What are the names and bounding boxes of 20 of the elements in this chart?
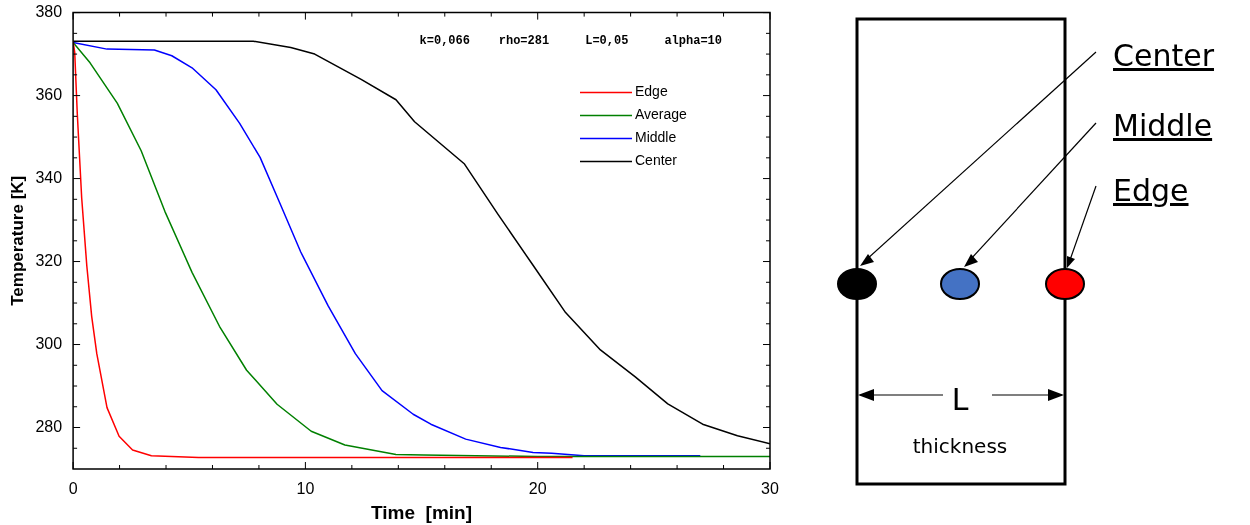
- x-tick-label: 20: [528, 480, 547, 498]
- y-axis-title: Temperature [K]: [7, 175, 27, 306]
- annotation: k=0,066 rho=281 L=0,05 alpha=10: [419, 33, 722, 48]
- legend-label: Edge: [635, 83, 668, 100]
- text: Edge: [1113, 173, 1189, 208]
- legend-label: Middle: [635, 129, 677, 146]
- y-tick-label: 380: [35, 3, 63, 21]
- x-tick-label: 30: [761, 480, 779, 498]
- text: Middle: [1113, 108, 1213, 143]
- y-tick-label: 340: [35, 168, 63, 186]
- y-tick-label: 280: [35, 417, 63, 435]
- legend-label: Center: [635, 152, 678, 169]
- x-tick-label: 10: [296, 480, 315, 498]
- y-tick-label: 360: [35, 85, 63, 103]
- y-tick-label: 320: [35, 251, 63, 269]
- x-tick-label: 0: [68, 480, 78, 498]
- legend-label: Average: [635, 106, 688, 123]
- text: Center: [1113, 38, 1215, 73]
- x-axis-title: Time [min]: [371, 501, 473, 523]
- y-tick-label: 300: [35, 334, 63, 352]
